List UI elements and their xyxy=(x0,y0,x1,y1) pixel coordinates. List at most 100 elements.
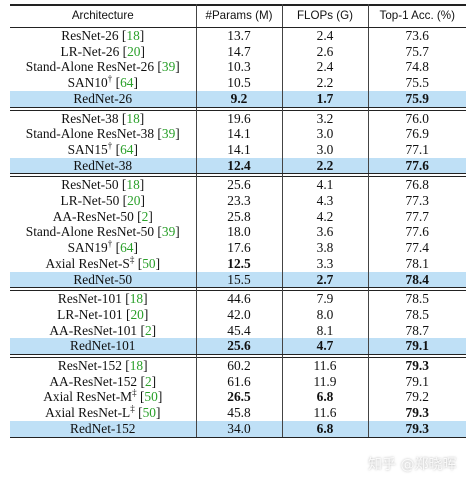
cell-params: 25.8 xyxy=(196,208,283,225)
gap-cell xyxy=(282,287,369,291)
cell-flops: 3.2 xyxy=(282,109,369,127)
results-table-container: Architecture #Params (M) FLOPs (G) Top-1… xyxy=(10,4,466,438)
architecture-name: RedNet-50 xyxy=(73,271,133,287)
ref-bracket: ] xyxy=(143,358,148,374)
cell-flops: 2.6 xyxy=(282,43,369,60)
cell-flops: 6.8 xyxy=(282,389,369,406)
cell-architecture: LR-Net-101 [20] xyxy=(10,306,197,323)
footnote-mark: ‡ xyxy=(129,254,135,265)
ref-bracket: ] xyxy=(155,255,161,271)
cell-accuracy: 78.5 xyxy=(405,306,429,322)
cell-accuracy: 73.6 xyxy=(405,28,429,43)
gap-cell xyxy=(10,354,197,358)
architecture-name: ResNet-152 xyxy=(57,358,122,374)
architecture-name: ResNet-101 xyxy=(57,291,122,307)
architecture-name: AA-ResNet-101 xyxy=(49,322,138,338)
citation-number: 20 xyxy=(130,306,144,322)
ref-bracket: ] xyxy=(155,405,161,421)
ref-bracket: ] xyxy=(133,141,138,157)
table-row: AA-ResNet-101 [2] 45.4 8.1 78.7 xyxy=(10,322,466,339)
cell-accuracy: 76.8 xyxy=(368,176,466,194)
ref-bracket: [ xyxy=(125,291,130,307)
ref-bracket: ] xyxy=(151,373,157,389)
table-row: ResNet-26 [18] 13.7 2.4 73.6 xyxy=(10,27,466,44)
ref-bracket: [ xyxy=(115,75,121,91)
table-row-highlight: RedNet-26 9.2 1.7 75.9 xyxy=(10,90,466,108)
cell-accuracy: 79.3 xyxy=(405,405,429,421)
ref-bracket: [ xyxy=(138,405,143,421)
cell-params: 45.8 xyxy=(196,405,283,421)
cell-accuracy: 76.9 xyxy=(405,126,429,142)
architecture-name: SAN15 xyxy=(67,141,108,157)
citation-number: 64 xyxy=(120,75,134,91)
ref-bracket: [ xyxy=(137,255,143,271)
cell-flops: 2.4 xyxy=(282,59,369,76)
watermark-text: 知乎 @郑晓晖 xyxy=(368,457,457,473)
citation-number: 20 xyxy=(127,193,141,209)
gap-cell xyxy=(196,354,283,358)
ref-bracket: ] xyxy=(157,389,163,405)
citation-number: 2 xyxy=(144,322,152,338)
citation-number: 2 xyxy=(144,373,152,389)
ref-bracket: ] xyxy=(148,208,153,224)
cell-params: 61.6 xyxy=(196,373,283,390)
cell-params: 19.6 xyxy=(196,109,283,127)
cell-accuracy: 79.2 xyxy=(405,389,429,405)
cell-params: 45.4 xyxy=(196,322,283,339)
cell-accuracy: 77.6 xyxy=(368,157,466,175)
table-row: ResNet-152 [18] 60.2 11.6 79.3 xyxy=(10,357,466,374)
cell-architecture: LR-Net-26 [20] xyxy=(10,43,197,60)
cell-flops: 3.0 xyxy=(282,126,369,142)
cell-params: 14.1 xyxy=(196,141,283,158)
ref-bracket: [ xyxy=(137,208,142,224)
cell-params: 10.3 xyxy=(196,59,283,76)
cell-architecture: AA-ResNet-101 [2] xyxy=(10,322,197,339)
table-row: Axial ResNet-M‡ [50] 26.5 6.8 79.2 xyxy=(10,389,466,406)
citation-number: 18 xyxy=(129,291,144,307)
architecture-name: ResNet-38 xyxy=(61,110,119,126)
table-header-row: Architecture #Params (M) FLOPs (G) Top-1… xyxy=(10,4,466,28)
cell-architecture: AA-ResNet-152 [2] xyxy=(10,373,197,390)
group-gap xyxy=(10,287,466,291)
group-gap xyxy=(10,107,466,111)
cell-params: 17.6 xyxy=(196,240,283,256)
cell-flops: 4.3 xyxy=(282,193,369,209)
cell-flops: 2.2 xyxy=(282,75,369,91)
citation-number: 39 xyxy=(161,224,176,240)
cell-params: 14.1 xyxy=(196,126,283,142)
ref-bracket: ] xyxy=(139,177,145,193)
table-row: ResNet-50 [18] 25.6 4.1 76.8 xyxy=(10,176,466,194)
cell-flops: 2.7 xyxy=(282,271,369,289)
header-params: #Params (M) xyxy=(196,4,283,28)
table-row: LR-Net-26 [20] 14.7 2.6 75.7 xyxy=(10,43,466,60)
ref-bracket: [ xyxy=(121,177,127,193)
citation-number: 18 xyxy=(126,177,140,193)
ref-bracket: [ xyxy=(140,373,145,389)
ref-bracket: [ xyxy=(157,126,162,142)
ref-bracket: ] xyxy=(139,28,145,43)
cell-architecture: Stand-Alone ResNet-50 [39] xyxy=(10,224,197,241)
cell-flops: 3.0 xyxy=(282,141,369,158)
gap-cell xyxy=(282,354,369,358)
cell-flops: 11.6 xyxy=(282,405,369,421)
table-row: Axial ResNet-S‡ [50] 12.5 3.3 78.1 xyxy=(10,254,466,272)
cell-accuracy: 78.1 xyxy=(405,255,429,271)
ref-bracket: [ xyxy=(140,322,145,338)
citation-number: 50 xyxy=(142,255,156,271)
cell-accuracy: 77.1 xyxy=(405,141,429,157)
citation-number: 64 xyxy=(120,141,134,157)
cell-flops: 4.7 xyxy=(282,338,369,356)
architecture-name: Stand-Alone ResNet-50 xyxy=(25,224,155,240)
architecture-name: RedNet-152 xyxy=(70,420,136,436)
cell-architecture: Axial ResNet-L‡ [50] xyxy=(10,403,197,421)
ref-bracket: ] xyxy=(143,306,149,322)
cell-params: 25.6 xyxy=(196,176,283,194)
ref-bracket: [ xyxy=(157,224,162,240)
footnote-mark: ‡ xyxy=(130,403,135,414)
table-row: LR-Net-50 [20] 23.3 4.3 77.3 xyxy=(10,193,466,209)
ref-bracket: [ xyxy=(139,389,145,405)
ref-bracket: [ xyxy=(121,110,127,126)
group-gap xyxy=(10,173,466,177)
gap-cell xyxy=(196,107,283,111)
architecture-name: RedNet-26 xyxy=(73,90,133,106)
